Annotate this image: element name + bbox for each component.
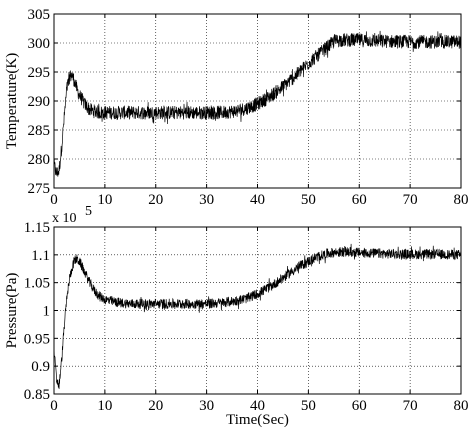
pressure-xlabel: Time(Sec): [226, 412, 289, 428]
temperature-xtick-label: 0: [50, 192, 58, 208]
pressure-xtick-label: 70: [403, 398, 418, 414]
pressure-xtick-label: 0: [50, 398, 58, 414]
temperature-xtick-label: 70: [403, 192, 418, 208]
temperature-xtick-label: 50: [301, 192, 316, 208]
temperature-ytick-label: 290: [28, 94, 51, 110]
pressure-ytick-label: 1: [43, 304, 51, 320]
pressure-xtick-label: 60: [352, 398, 367, 414]
temperature-xtick-label: 80: [454, 192, 469, 208]
temperature-ytick-label: 285: [28, 123, 51, 139]
pressure-ytick-label: 1.15: [24, 220, 50, 236]
temperature-ylabel: Temperature(K): [4, 53, 20, 149]
pressure-ytick-label: 0.95: [24, 331, 50, 347]
pressure-xtick-label: 20: [148, 398, 163, 414]
pressure-ytick-label: 1.05: [24, 276, 50, 292]
pressure-xtick-label: 10: [97, 398, 112, 414]
temperature-ytick-label: 275: [28, 181, 51, 197]
temperature-ytick-label: 300: [28, 36, 51, 52]
temperature-plot: 0 10 20 30 40 50 60 70 80 275 280 285 290 295 300 305 Te…: [4, 7, 469, 208]
temperature-xtick-label: 10: [97, 192, 112, 208]
pressure-ytick-label: 0.9: [31, 359, 50, 375]
pressure-xtick-label: 80: [454, 398, 469, 414]
pressure-y-multiplier: x 10: [52, 211, 77, 226]
pressure-series-line: [53, 243, 462, 389]
pressure-ytick-label: 1.1: [31, 248, 50, 264]
temperature-ytick-label: 295: [28, 65, 51, 81]
pressure-ytick-label: 0.85: [24, 387, 50, 403]
pressure-y-exponent: 5: [85, 204, 92, 219]
temperature-xtick-label: 20: [148, 192, 163, 208]
temperature-xtick-label: 60: [352, 192, 367, 208]
temperature-xtick-label: 30: [199, 192, 214, 208]
pressure-plot: 0 10 20 30 40 50 60 70 80 0.85 0.9 0.95 1 1.05 1.1 1.15…: [4, 204, 469, 428]
pressure-xtick-label: 40: [250, 398, 265, 414]
temperature-xtick-label: 40: [250, 192, 265, 208]
pressure-xtick-label: 50: [301, 398, 316, 414]
temperature-ytick-label: 305: [28, 7, 51, 23]
pressure-ylabel: Pressure(Pa): [4, 273, 20, 349]
pressure-xtick-label: 30: [199, 398, 214, 414]
temperature-series-line: [53, 30, 462, 177]
temperature-ytick-label: 280: [28, 152, 51, 168]
